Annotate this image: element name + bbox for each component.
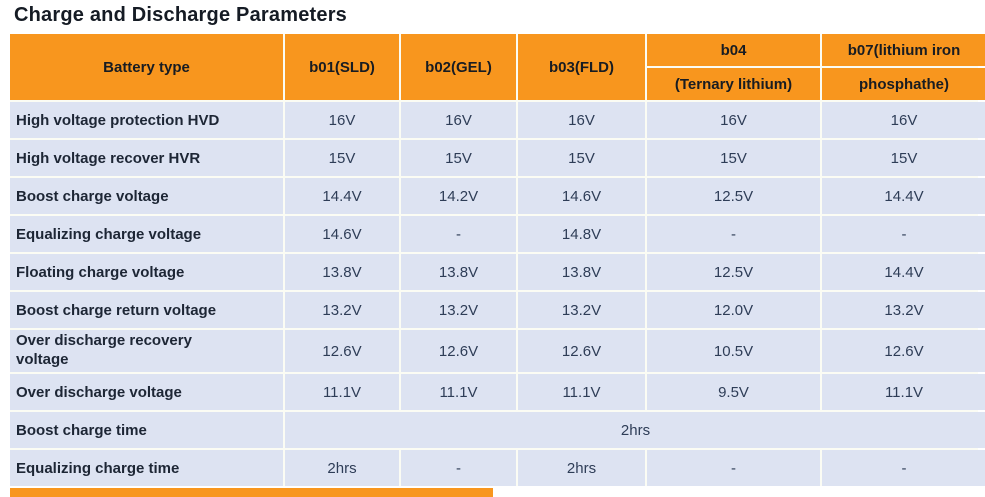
header-b07-line1: b07(lithium iron — [822, 34, 985, 66]
row-label: Equalizing charge time — [10, 450, 283, 486]
value-cell: 13.2V — [518, 292, 645, 328]
row-label: Boost charge time — [10, 412, 283, 448]
table-row: Boost charge return voltage 13.2V 13.2V 13.… — [10, 292, 985, 328]
row-label-text: Equalizing charge voltage — [16, 225, 202, 243]
row-label: High voltage recover HVR — [10, 140, 283, 176]
row-label: Boost charge return voltage — [10, 292, 283, 328]
horizontal-scrollbar[interactable] — [10, 488, 985, 497]
header-b04-line1: b04 — [647, 34, 820, 66]
parameters-table: Battery type b01(SLD) b02(GEL) b03(FLD) … — [10, 34, 985, 486]
value-cell: 16V — [647, 102, 820, 138]
value-cell: 13.8V — [518, 254, 645, 290]
value-cell: 2hrs — [518, 450, 645, 486]
table-row: Floating charge voltage 13.8V 13.8V 13.8V 12… — [10, 254, 985, 290]
value-cell: 14.4V — [822, 254, 985, 290]
value-cell: 10.5V — [647, 330, 820, 372]
table-row: Equalizing charge time 2hrs -2hrs - - — [10, 450, 985, 486]
value-cell: 15V — [822, 140, 985, 176]
table-row: Boost charge voltage 14.4V 14.2V 14.6V 12.5V… — [10, 178, 985, 214]
row-label-text: Over discharge recovery voltage — [16, 332, 192, 368]
header-b01-sld: b01(SLD) — [285, 34, 399, 100]
row-label: High voltage protection HVD — [10, 102, 283, 138]
header-b04-line2: (Ternary lithium) — [647, 68, 820, 100]
value-cell: 16V — [518, 102, 645, 138]
value-cell: 14.4V — [285, 178, 399, 214]
row-label-text: Boost charge return voltage — [16, 301, 217, 319]
value-cell: - — [647, 216, 820, 252]
header-battery-type: Battery type — [10, 34, 283, 100]
value-cell: 15V — [647, 140, 820, 176]
value-cell: 11.1V — [822, 374, 985, 410]
value-cell: 13.2V — [285, 292, 399, 328]
value-cell: 12.0V — [647, 292, 820, 328]
value-cell: 9.5V — [647, 374, 820, 410]
value-cell: - — [822, 450, 985, 486]
value-cell: 14.2V — [401, 178, 516, 214]
value-cell: 12.6V — [401, 330, 516, 372]
value-cell: 12.6V — [822, 330, 985, 372]
table-row: Over discharge voltage 11.1V 11.1V 11.1V 9.5… — [10, 374, 985, 410]
row-label: Over discharge recovery voltage — [10, 330, 283, 372]
value-cell: 14.6V — [285, 216, 399, 252]
page-title: Charge and Discharge Parameters — [14, 4, 348, 26]
value-cell: 14.4V — [822, 178, 985, 214]
row-label-text: High voltage recover HVR — [16, 149, 201, 167]
value-cell-merged: 2hrs — [285, 412, 985, 448]
table-row: Boost charge time 2hrs — [10, 412, 985, 448]
value-cell: 13.2V — [822, 292, 985, 328]
header-b07-line2: phosphathe) — [822, 68, 985, 100]
value-cell: 13.8V — [285, 254, 399, 290]
row-label-text: Boost charge time — [16, 421, 147, 439]
value-cell: 2hrs — [285, 450, 399, 486]
value-cell: 13.2V — [401, 292, 516, 328]
table-row: High voltage recover HVR 15V 15V 15V 15V 15V — [10, 140, 985, 176]
header-b03-fld: b03(FLD) — [518, 34, 645, 100]
value-cell: 11.1V — [285, 374, 399, 410]
value-cell: 11.1V — [518, 374, 645, 410]
row-label: Floating charge voltage — [10, 254, 283, 290]
value-cell: 15V — [518, 140, 645, 176]
table-row: High voltage protection HVD 16V 16V 16V 16V 1… — [10, 102, 985, 138]
value-cell: - — [822, 216, 985, 252]
row-label-text: Equalizing charge time — [16, 459, 180, 477]
value-cell: 11.1V — [401, 374, 516, 410]
value-cell: 15V — [285, 140, 399, 176]
value-cell: 12.6V — [285, 330, 399, 372]
row-label: Equalizing charge voltage — [10, 216, 283, 252]
table-row: Equalizing charge voltage 14.6V -14.8V - - — [10, 216, 985, 252]
value-cell: - — [647, 450, 820, 486]
table-row: Over discharge recovery voltage 12.6V 12.6… — [10, 330, 985, 372]
row-label-text: Floating charge voltage — [16, 263, 185, 281]
value-cell: 14.8V — [518, 216, 645, 252]
row-label-text: High voltage protection HVD — [16, 111, 220, 129]
value-cell: - — [401, 216, 516, 252]
row-label: Boost charge voltage — [10, 178, 283, 214]
value-cell: - — [401, 450, 516, 486]
value-cell: 16V — [285, 102, 399, 138]
value-cell: 16V — [401, 102, 516, 138]
horizontal-scrollbar-thumb[interactable] — [10, 488, 493, 497]
value-cell: 12.5V — [647, 254, 820, 290]
header-b02-gel: b02(GEL) — [401, 34, 516, 100]
table-header-row: Battery type b01(SLD) b02(GEL) b03(FLD) … — [10, 34, 985, 100]
row-label: Over discharge voltage — [10, 374, 283, 410]
value-cell: 13.8V — [401, 254, 516, 290]
value-cell: 15V — [401, 140, 516, 176]
value-cell: 16V — [822, 102, 985, 138]
value-cell: 12.6V — [518, 330, 645, 372]
value-cell: 12.5V — [647, 178, 820, 214]
row-label-text: Boost charge voltage — [16, 187, 169, 205]
value-cell: 14.6V — [518, 178, 645, 214]
row-label-text: Over discharge voltage — [16, 383, 182, 401]
